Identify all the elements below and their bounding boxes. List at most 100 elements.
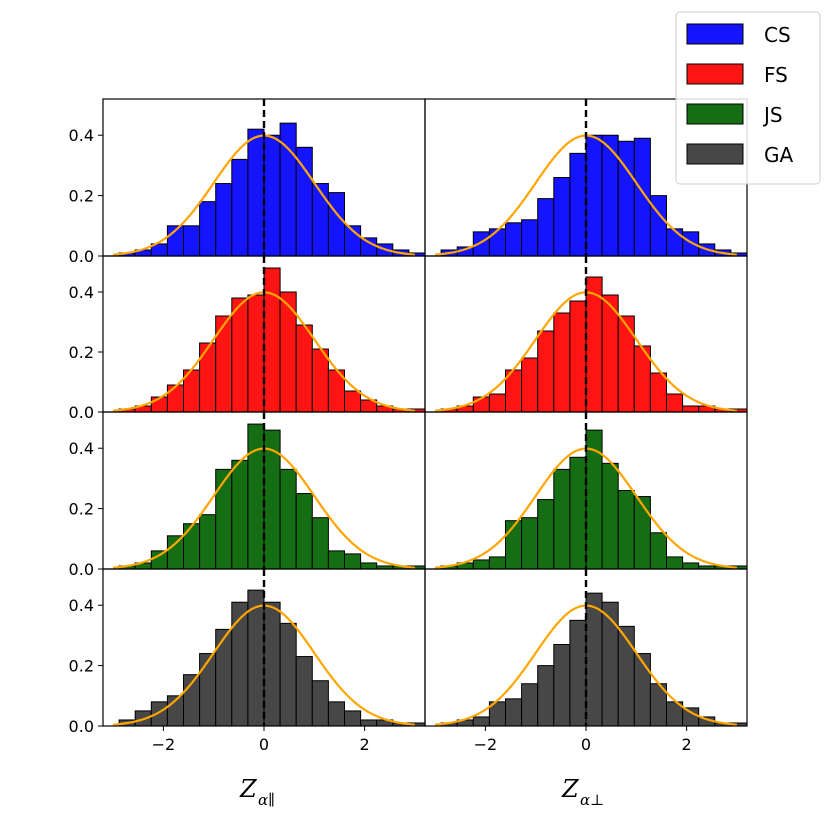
histogram-bar xyxy=(150,550,168,570)
histogram-bar xyxy=(215,628,233,727)
x-axis-label-left-main: Z xyxy=(239,775,258,803)
histogram-bar xyxy=(682,562,700,570)
x-tick-label: −2 xyxy=(152,735,176,754)
histogram-bar xyxy=(553,468,571,570)
histogram-bar xyxy=(666,228,684,257)
histogram-bar xyxy=(553,643,571,727)
histogram-bar xyxy=(472,559,490,570)
histogram-bar xyxy=(682,405,700,413)
histogram-bar xyxy=(601,601,619,727)
y-tick-label: 0.4 xyxy=(69,126,94,145)
histogram-bar xyxy=(215,183,233,257)
histogram-bar xyxy=(488,393,506,413)
histogram-bar xyxy=(295,656,313,727)
histogram-bar xyxy=(311,680,329,727)
histogram-bar xyxy=(279,468,297,570)
histogram-bar xyxy=(617,140,635,257)
histogram-bar xyxy=(585,134,603,257)
histogram-bar xyxy=(327,550,345,570)
histogram-bar xyxy=(666,556,684,570)
histogram-bar xyxy=(295,493,313,570)
axes-layer: 0.0 0.2 0.4 0.0 0.2 0.4 0.0 0.2 0.4 0.0 0.2 0.4 −2 0 2… xyxy=(69,126,692,754)
histogram-bar xyxy=(166,384,184,413)
x-tick-label: 2 xyxy=(682,735,692,754)
histogram-bar xyxy=(311,348,329,413)
histogram-bar xyxy=(231,158,249,257)
histogram-bar xyxy=(488,228,506,257)
histogram-bar xyxy=(199,201,217,257)
y-tick-label: 0.4 xyxy=(69,283,94,302)
x-axis-label-right-main: Z xyxy=(561,775,580,803)
panel-ga-col2 xyxy=(424,568,748,727)
histogram-bar xyxy=(633,653,651,727)
histogram-bar xyxy=(488,556,506,570)
histogram-bar xyxy=(569,456,587,570)
histogram-bar xyxy=(295,324,313,413)
y-tick-label: 0.2 xyxy=(69,500,94,519)
legend-label-ga: GA xyxy=(764,143,793,167)
histogram-bar xyxy=(344,553,362,570)
histogram-bar xyxy=(263,267,281,413)
histogram-bar xyxy=(166,535,184,570)
x-axis-label-right: Z α⊥ xyxy=(561,775,604,809)
x-tick-label: 0 xyxy=(581,735,591,754)
x-tick-label: −2 xyxy=(474,735,498,754)
histogram-bar xyxy=(360,719,378,727)
histogram-bar xyxy=(617,315,635,413)
legend-entries: CS FS JS GA xyxy=(686,23,793,167)
histogram-bar xyxy=(537,499,555,570)
panels-layer xyxy=(102,98,748,727)
histogram-bar xyxy=(327,192,345,257)
x-tick-label: 2 xyxy=(360,735,370,754)
x-axis-label-right-sub: α⊥ xyxy=(580,791,604,809)
histogram-bar xyxy=(327,701,345,727)
histogram-bar xyxy=(231,601,249,727)
panel-fs-col2 xyxy=(424,255,748,413)
y-tick-label: 0.4 xyxy=(69,439,94,458)
y-tick-label: 0.0 xyxy=(69,560,94,579)
histogram-bar xyxy=(231,459,249,570)
histogram-bar xyxy=(360,562,378,570)
histogram-bar xyxy=(505,222,523,257)
histogram-bar xyxy=(585,592,603,727)
histogram-bar xyxy=(199,342,217,413)
histogram-bar xyxy=(521,683,539,727)
legend-swatch-ga xyxy=(686,143,744,165)
panel-js-col1 xyxy=(102,411,426,570)
histogram-bar xyxy=(247,294,265,413)
histogram-bar xyxy=(279,622,297,727)
y-tick-label: 0.0 xyxy=(69,247,94,266)
histogram-bar xyxy=(682,707,700,727)
histogram-bar xyxy=(521,357,539,413)
histogram-bar xyxy=(569,300,587,413)
legend-frame xyxy=(675,11,821,185)
histogram-bar xyxy=(183,523,201,570)
histogram-bar xyxy=(360,237,378,257)
y-tick-label: 0.2 xyxy=(69,343,94,362)
histogram-bar xyxy=(617,490,635,570)
x-axis-label-left-sub: α∥ xyxy=(258,791,275,809)
histogram-bar xyxy=(537,198,555,257)
legend-swatch-cs xyxy=(686,23,744,45)
histogram-bar xyxy=(569,152,587,257)
y-tick-label: 0.2 xyxy=(69,657,94,676)
histogram-bar xyxy=(263,134,281,257)
histogram-bar xyxy=(633,137,651,257)
panel-js-col2 xyxy=(424,411,748,570)
legend-label-fs: FS xyxy=(764,63,788,87)
histogram-bar xyxy=(505,698,523,727)
histogram-bar xyxy=(666,393,684,413)
histogram-bar xyxy=(311,183,329,257)
histogram-bar xyxy=(199,653,217,727)
histogram-bar xyxy=(633,496,651,570)
panel-ga-col1 xyxy=(102,568,426,727)
histogram-bar xyxy=(553,312,571,413)
histogram-bar xyxy=(263,601,281,727)
y-tick-label: 0.0 xyxy=(69,403,94,422)
histogram-bar xyxy=(472,716,490,727)
histogram-bar xyxy=(295,146,313,257)
histogram-bar xyxy=(649,532,668,570)
histogram-bar xyxy=(199,514,217,570)
histogram-bar xyxy=(311,517,329,570)
